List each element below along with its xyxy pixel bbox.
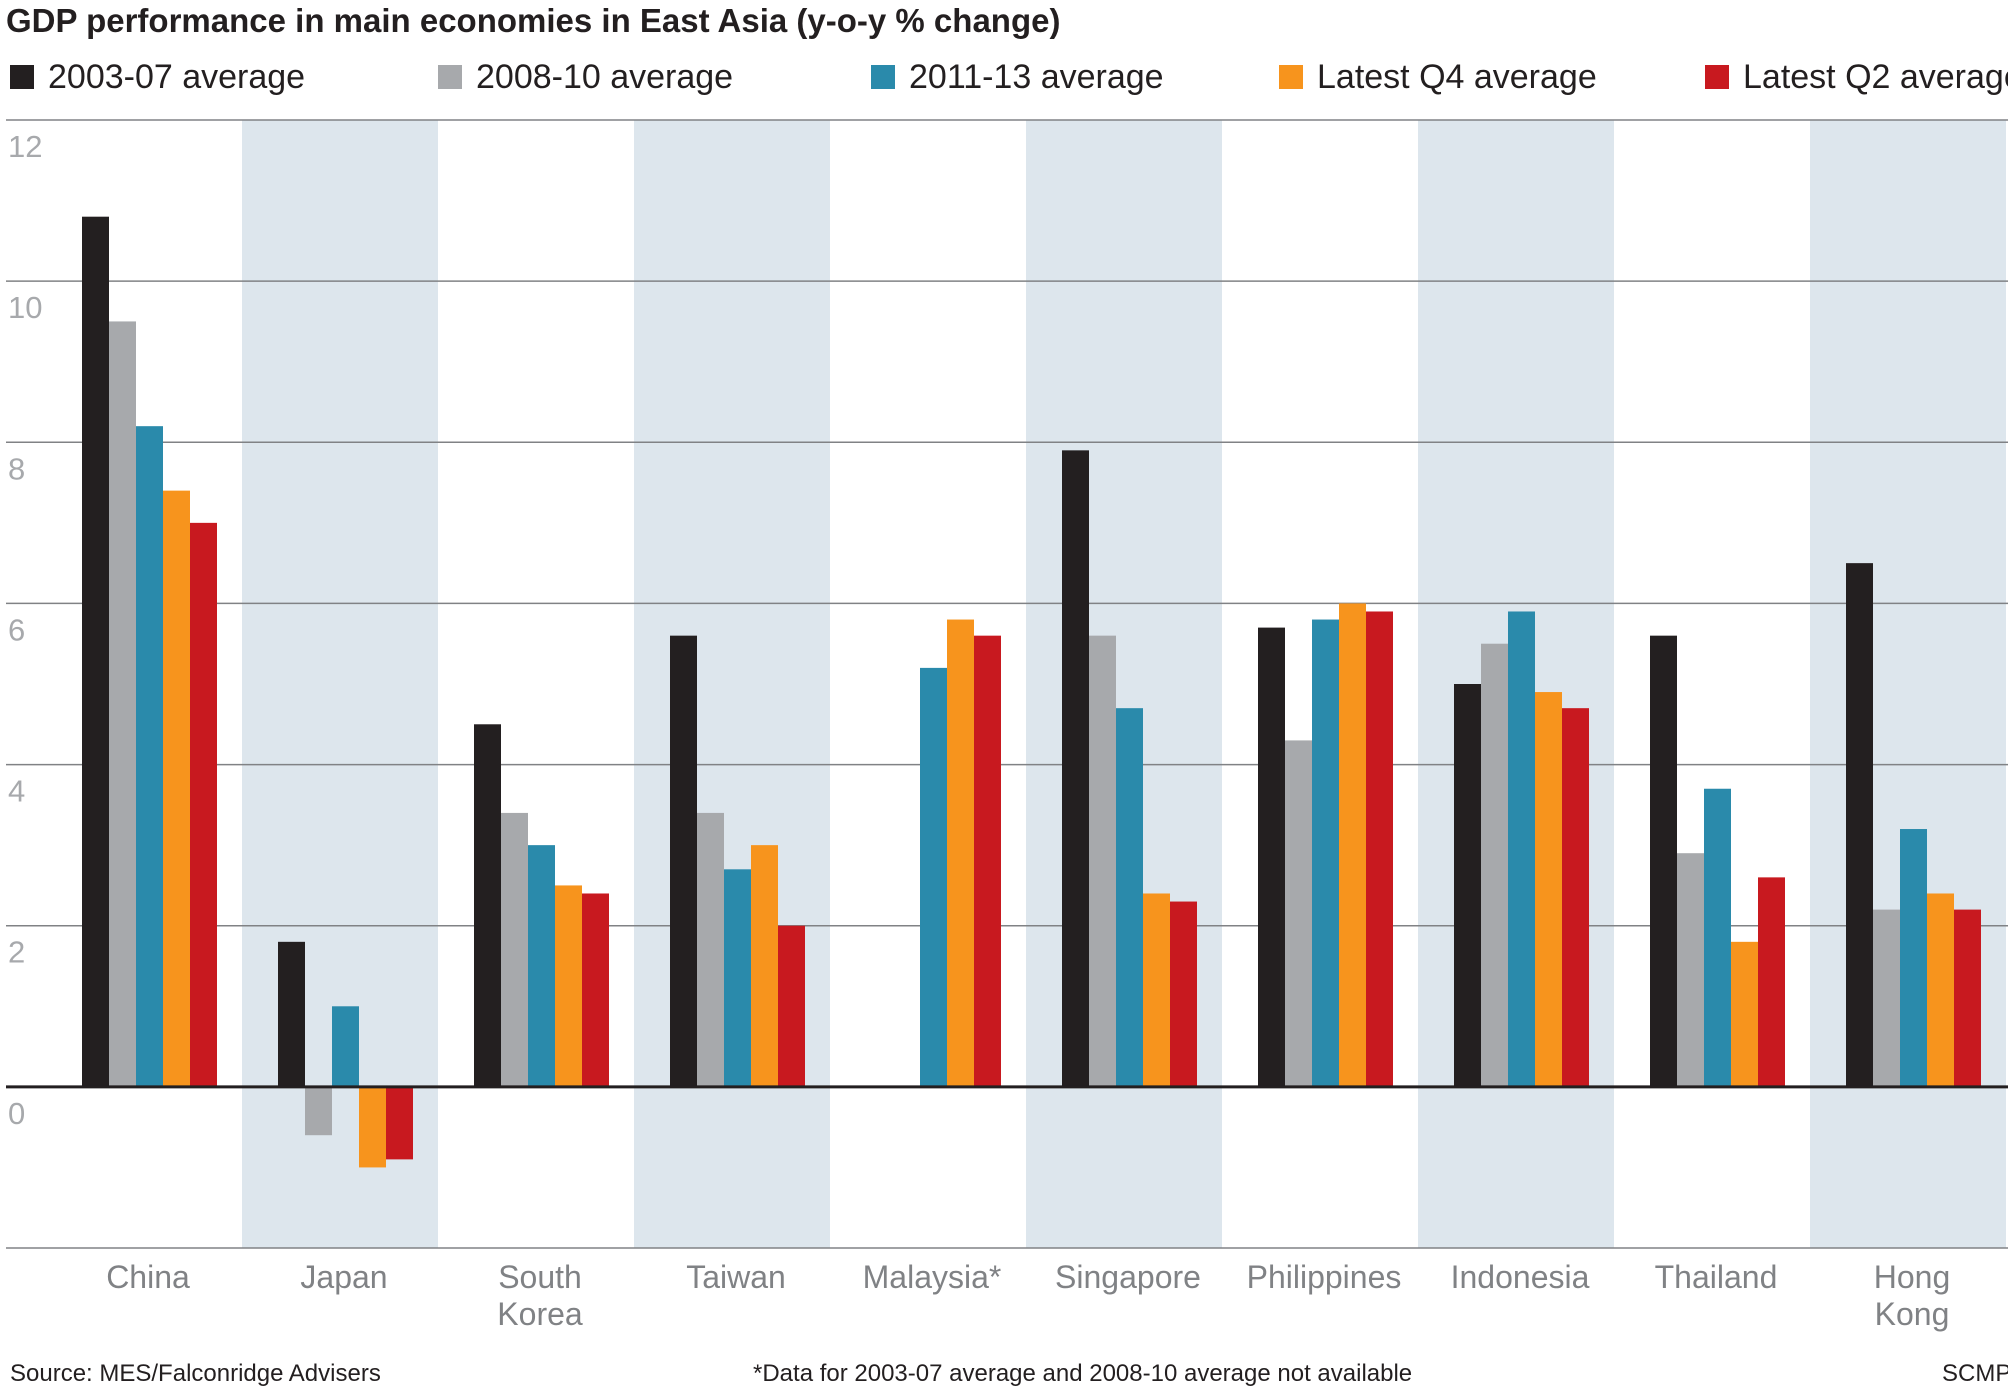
bar-hong-kong-2003-07-average (1846, 563, 1873, 1087)
bar-south-korea-2003-07-average (474, 724, 501, 1087)
legend: 2003-07 average 2008-10 average 2011-13 … (0, 52, 2008, 102)
bar-hong-kong-latest-q2-average (1954, 909, 1981, 1087)
bar-south-korea-latest-q2-average (582, 893, 609, 1087)
category-label-south-korea-line-2: Korea (497, 1296, 583, 1332)
bar-japan-2003-07-average (278, 941, 305, 1087)
chart-title: GDP performance in main economies in Eas… (6, 2, 1061, 39)
legend-label-latest-q2: Latest Q2 average (1743, 57, 2008, 96)
bar-china-latest-q2-average (190, 522, 217, 1087)
category-label-hong-kong-line-2: Kong (1875, 1296, 1950, 1332)
bar-south-korea-latest-q4-average (555, 885, 582, 1087)
bar-china-2011-13-average (136, 426, 163, 1087)
category-label-taiwan: Taiwan (686, 1259, 786, 1295)
legend-item-2011-13: 2011-13 average (871, 52, 1164, 102)
y-tick-label-4: 4 (8, 774, 25, 809)
bar-singapore-2008-10-average (1089, 635, 1116, 1087)
legend-swatch-latest-q4 (1279, 65, 1303, 89)
legend-label-2003-07: 2003-07 average (48, 57, 306, 96)
bar-taiwan-2008-10-average (697, 812, 724, 1087)
bar-japan-latest-q4-average (359, 1086, 386, 1168)
legend-label-2011-13: 2011-13 average (909, 57, 1164, 96)
source-note: Source: MES/Falconridge Advisers (10, 1360, 381, 1387)
legend-swatch-2003-07 (10, 65, 34, 89)
bar-singapore-2011-13-average (1116, 708, 1143, 1087)
bar-indonesia-2011-13-average (1508, 611, 1535, 1087)
bar-singapore-2003-07-average (1062, 450, 1089, 1087)
bar-hong-kong-2011-13-average (1900, 829, 1927, 1087)
bar-thailand-2011-13-average (1704, 788, 1731, 1087)
bar-hong-kong-latest-q4-average (1927, 893, 1954, 1087)
bar-malaysia-latest-q2-average (974, 635, 1001, 1087)
bar-philippines-latest-q2-average (1366, 611, 1393, 1087)
y-tick-label-0: 0 (8, 1096, 25, 1131)
bar-indonesia-2003-07-average (1454, 684, 1481, 1087)
bar-indonesia-2008-10-average (1481, 643, 1508, 1087)
bar-singapore-latest-q2-average (1170, 901, 1197, 1087)
category-label-thailand: Thailand (1655, 1259, 1778, 1295)
legend-item-2003-07: 2003-07 average (10, 52, 305, 102)
y-tick-label-2: 2 (8, 935, 25, 970)
legend-swatch-2008-10 (438, 65, 462, 89)
publisher-credit: SCMP (1942, 1360, 2008, 1387)
bar-philippines-latest-q4-average (1339, 603, 1366, 1087)
bar-china-2008-10-average (109, 321, 136, 1087)
bar-malaysia-latest-q4-average (947, 619, 974, 1087)
bar-indonesia-latest-q2-average (1562, 708, 1589, 1087)
y-tick-label-12: 12 (8, 129, 42, 164)
bar-taiwan-2003-07-average (670, 635, 697, 1087)
bar-hong-kong-2008-10-average (1873, 909, 1900, 1087)
bar-malaysia-2011-13-average (920, 667, 947, 1087)
bar-south-korea-2011-13-average (528, 845, 555, 1087)
legend-item-latest-q4: Latest Q4 average (1279, 52, 1597, 102)
category-label-hong-kong-line-1: Hong (1874, 1259, 1951, 1295)
category-label-south-korea-line-1: South (498, 1259, 582, 1295)
y-tick-label-6: 6 (8, 612, 25, 647)
category-label-indonesia: Indonesia (1451, 1259, 1590, 1295)
legend-swatch-latest-q2 (1705, 65, 1729, 89)
bar-thailand-2003-07-average (1650, 635, 1677, 1087)
legend-item-2008-10: 2008-10 average (438, 52, 733, 102)
legend-item-latest-q2: Latest Q2 average (1705, 52, 2008, 102)
bar-singapore-latest-q4-average (1143, 893, 1170, 1087)
bar-thailand-latest-q2-average (1758, 877, 1785, 1087)
legend-label-2008-10: 2008-10 average (476, 57, 734, 96)
category-label-philippines: Philippines (1247, 1259, 1402, 1295)
y-tick-label-8: 8 (8, 451, 25, 486)
bar-philippines-2011-13-average (1312, 619, 1339, 1087)
legend-swatch-2011-13 (871, 65, 895, 89)
y-tick-label-10: 10 (8, 290, 42, 325)
legend-label-latest-q4: Latest Q4 average (1317, 57, 1597, 96)
bar-japan-2011-13-average (332, 1006, 359, 1087)
bar-china-2003-07-average (82, 216, 109, 1087)
bar-taiwan-latest-q2-average (778, 925, 805, 1087)
category-label-malaysia: Malaysia* (863, 1259, 1002, 1295)
bar-thailand-2008-10-average (1677, 853, 1704, 1087)
bar-taiwan-latest-q4-average (751, 845, 778, 1087)
category-label-singapore: Singapore (1055, 1259, 1201, 1295)
category-label-china: China (106, 1259, 190, 1295)
data-availability-note: *Data for 2003-07 average and 2008-10 av… (753, 1360, 1413, 1387)
bar-south-korea-2008-10-average (501, 812, 528, 1087)
bar-philippines-2008-10-average (1285, 740, 1312, 1087)
bar-japan-latest-q2-average (386, 1086, 413, 1160)
bar-thailand-latest-q4-average (1731, 941, 1758, 1087)
bar-philippines-2003-07-average (1258, 627, 1285, 1087)
bar-japan-2008-10-average (305, 1086, 332, 1136)
bar-indonesia-latest-q4-average (1535, 692, 1562, 1087)
bar-china-latest-q4-average (163, 490, 190, 1087)
category-label-japan: Japan (300, 1259, 387, 1295)
bar-taiwan-2011-13-average (724, 869, 751, 1087)
